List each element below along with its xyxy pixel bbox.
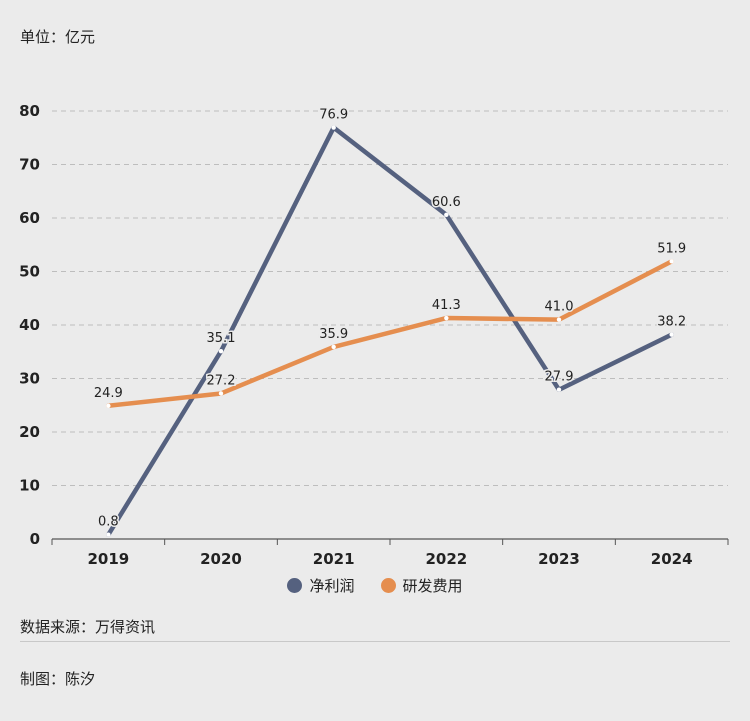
chart-author: 制图：陈汐: [20, 670, 96, 688]
data-label-rd-expense: 24.9: [94, 386, 123, 401]
x-tick-label: 2024: [651, 550, 693, 568]
data-label-rd-expense: 35.9: [319, 327, 348, 342]
data-point-rd-expense: [106, 403, 111, 408]
y-tick-label: 40: [19, 316, 40, 334]
y-tick-label: 20: [19, 423, 40, 441]
axes: 0 10 20 30 40 50 60 70 80 2019 2020 2021 2022 2023 202…: [19, 102, 729, 568]
footer-divider: [20, 641, 730, 642]
unit-label: 单位：亿元: [20, 28, 96, 46]
data-label-rd-expense: 41.0: [545, 300, 574, 315]
data-label-net-profit: 0.8: [98, 515, 119, 530]
data-label-rd-expense: 27.2: [207, 373, 236, 388]
legend-label-rd-expense: 研发费用: [402, 577, 463, 595]
data-label-rd-expense: 51.9: [657, 241, 686, 256]
series-lines: [106, 125, 674, 537]
y-tick-label: 80: [19, 102, 40, 120]
legend-label-net-profit: 净利润: [309, 577, 355, 595]
data-label-rd-expense: 41.3: [432, 298, 461, 313]
data-label-net-profit: 35.1: [207, 331, 236, 346]
data-label-net-profit: 38.2: [657, 315, 686, 330]
data-point-net-profit: [106, 532, 111, 537]
data-point-net-profit: [218, 349, 224, 354]
y-tick-label: 10: [19, 477, 40, 495]
y-tick-label: 30: [19, 370, 40, 388]
legend-marker-net-profit: [287, 578, 303, 593]
x-tick-label: 2021: [313, 550, 355, 568]
data-point-rd-expense: [218, 391, 224, 396]
x-tick-label: 2023: [538, 550, 580, 568]
x-tick-label: 2020: [200, 550, 242, 568]
data-source: 数据来源：万得资讯: [20, 618, 156, 636]
legend: 净利润 研发费用: [0, 575, 750, 596]
data-labels: 0.8 35.1 76.9 60.6 27.9 38.2 24.9 27.2 35.9 41.3 4…: [92, 106, 687, 531]
series-line-rd-expense: [106, 259, 674, 409]
data-point-rd-expense: [669, 259, 674, 264]
legend-item-net-profit[interactable]: 净利润: [287, 575, 355, 596]
x-tick-label: 2022: [425, 550, 467, 568]
data-point-rd-expense: [556, 317, 562, 322]
y-tick-label: 50: [19, 263, 40, 281]
data-label-net-profit: 27.9: [545, 370, 574, 385]
legend-item-rd-expense[interactable]: 研发费用: [380, 575, 463, 596]
data-point-net-profit: [669, 332, 674, 337]
data-point-net-profit: [444, 212, 449, 217]
data-point-rd-expense: [444, 315, 449, 321]
y-tick-label: 60: [19, 209, 40, 227]
data-point-net-profit: [331, 125, 336, 130]
y-tick-label: 70: [19, 156, 40, 174]
y-tick-label: 0: [30, 530, 40, 548]
data-label-net-profit: 76.9: [319, 108, 348, 123]
legend-marker-rd-expense: [380, 578, 396, 593]
data-label-net-profit: 60.6: [432, 195, 461, 210]
x-tick-label: 2019: [87, 550, 129, 568]
line-chart: 0 10 20 30 40 50 60 70 80 2019 2020 2021 2022 2023 202…: [19, 102, 729, 568]
grid-lines: [52, 110, 728, 486]
data-point-rd-expense: [331, 344, 336, 350]
series-line-net-profit: [106, 125, 674, 537]
data-point-net-profit: [556, 387, 562, 392]
